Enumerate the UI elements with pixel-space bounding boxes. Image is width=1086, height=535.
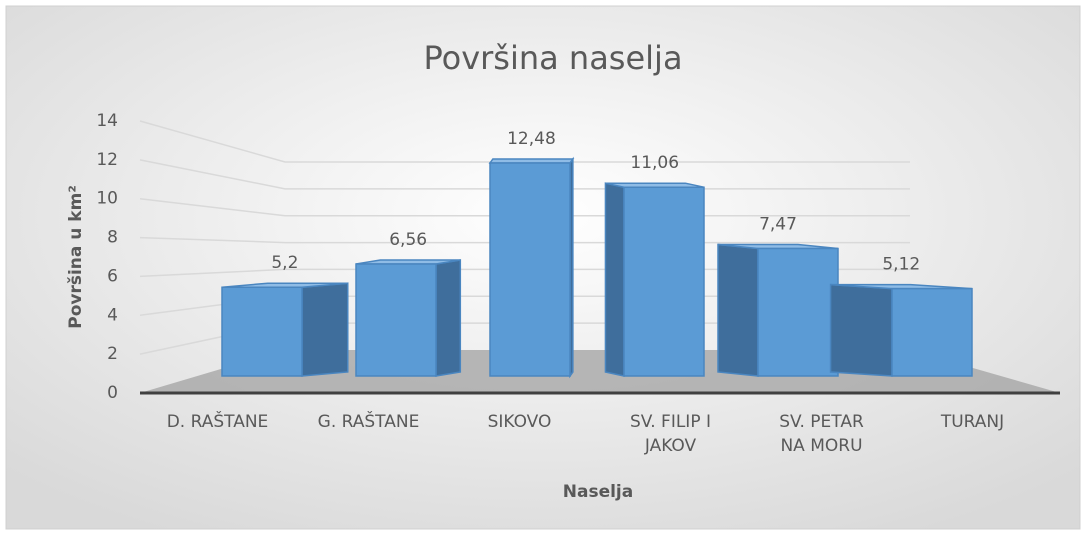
- y-tick-label: 0: [107, 383, 118, 403]
- y-tick-label: 10: [96, 189, 118, 209]
- chart-title: Površina naselja: [423, 39, 682, 77]
- bar-side: [435, 259, 462, 377]
- data-label: 5,12: [882, 255, 920, 275]
- y-tick-label: 14: [96, 111, 118, 131]
- y-tick-label: 8: [107, 228, 118, 248]
- x-tick-label: TURANJ: [940, 412, 1005, 432]
- y-axis-label: Površina u km²: [66, 185, 86, 329]
- bar-side: [717, 243, 759, 377]
- bar: [717, 243, 839, 377]
- grid-line: [139, 120, 910, 163]
- bar: [829, 283, 973, 377]
- bar-front: [623, 186, 705, 377]
- bar-side: [829, 283, 893, 377]
- data-label: 6,56: [389, 230, 427, 250]
- x-tick-label: SIKOVO: [487, 412, 552, 432]
- x-tick-label: SV. FILIP I JAKOV: [630, 412, 711, 456]
- bar-front: [489, 162, 571, 377]
- bar-front: [221, 286, 303, 377]
- data-label: 12,48: [507, 129, 556, 149]
- data-label: 11,06: [630, 153, 679, 173]
- x-tick-label: D. RAŠTANE: [166, 412, 269, 432]
- y-tick-label: 4: [107, 305, 118, 325]
- x-axis-label: Naselja: [563, 482, 633, 502]
- x-tick-label: G. RAŠTANE: [317, 412, 420, 432]
- bar-side: [301, 282, 349, 377]
- data-label: 7,47: [759, 214, 797, 234]
- x-tick-label: SV. PETAR NA MORU: [779, 412, 864, 456]
- bar-front: [757, 247, 839, 377]
- bar-front: [355, 263, 437, 377]
- bar: [488, 156, 575, 379]
- data-label: 5,2: [271, 253, 298, 273]
- y-tick-label: 12: [96, 150, 118, 170]
- bar: [221, 282, 349, 377]
- y-tick-label: 2: [107, 344, 118, 364]
- bar: [355, 259, 462, 377]
- bar-side: [604, 182, 625, 377]
- bar: [604, 182, 705, 377]
- bar-front: [891, 287, 973, 377]
- y-tick-label: 6: [107, 266, 118, 286]
